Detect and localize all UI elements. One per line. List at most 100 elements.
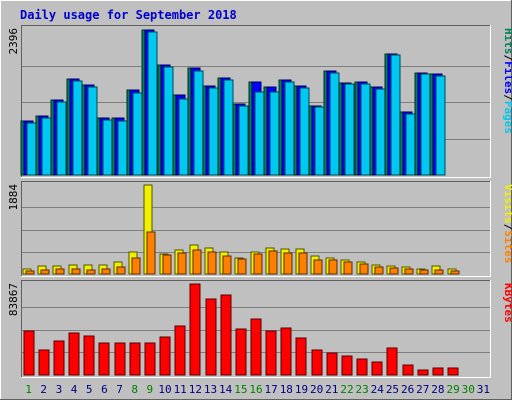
bar-kbytes-day-16 [250,318,262,376]
bar-pages-day-28 [435,75,446,176]
bar-sites-day-9 [146,231,156,275]
bar-sites-day-8 [131,257,141,275]
bar-kbytes-day-22 [341,355,353,376]
bar-kbytes-day-1 [23,330,35,376]
legend-visits-sites: Visits/Sites [502,184,512,264]
bar-kbytes-day-18 [280,327,292,376]
bar-sites-day-22 [343,261,353,275]
bar-pages-day-16 [254,91,265,176]
x-tick-day-2: 2 [40,383,47,396]
x-tick-day-17: 17 [265,383,278,396]
bar-sites-day-16 [253,253,263,275]
bar-kbytes-day-11 [174,325,186,376]
bar-sites-day-27 [419,269,429,275]
bar-kbytes-day-6 [98,342,110,376]
bar-sites-day-15 [237,258,247,275]
bar-pages-day-19 [299,87,310,176]
x-tick-day-20: 20 [310,383,323,396]
bar-sites-day-11 [177,252,187,275]
x-tick-day-23: 23 [356,383,369,396]
bar-sites-day-6 [101,268,111,275]
bar-kbytes-day-28 [432,367,444,376]
bar-kbytes-day-19 [295,337,307,376]
bar-pages-day-10 [163,66,174,176]
bar-kbytes-day-5 [83,335,95,376]
panel-visits-sites: 1884 Visits/Sites [7,181,512,277]
x-tick-day-7: 7 [116,383,123,396]
bar-pages-day-6 [102,119,113,176]
bar-kbytes-day-2 [38,349,50,376]
bar-pages-day-13 [208,87,219,176]
bar-pages-day-8 [132,92,143,176]
bar-kbytes-day-20 [311,349,323,376]
bar-sites-day-14 [222,255,232,275]
bar-pages-day-7 [117,120,128,176]
chart-title: Daily usage for September 2018 [20,8,237,22]
legend-separator: / [502,55,512,62]
bar-sites-day-5 [86,269,96,275]
x-tick-day-3: 3 [56,383,63,396]
bar-pages-day-9 [147,31,158,176]
legend-hits-files-pages: Hits/Files/Pages [502,28,512,134]
x-tick-day-9: 9 [147,383,154,396]
x-tick-day-4: 4 [71,383,78,396]
bar-pages-day-17 [269,91,280,176]
bar-sites-day-23 [359,263,369,275]
bar-sites-day-3 [55,268,65,275]
x-tick-day-5: 5 [86,383,93,396]
y-max-label: 83867 [7,283,20,316]
legend-item-files: Files [502,61,512,94]
bar-pages-day-2 [41,117,52,176]
bar-kbytes-day-24 [371,361,383,376]
x-tick-day-26: 26 [401,383,414,396]
bar-sites-day-1 [25,270,35,275]
bar-pages-day-26 [405,113,416,176]
bar-sites-day-12 [192,249,202,275]
panel-kbytes: 83867 KBytes [7,280,512,378]
x-tick-day-8: 8 [131,383,138,396]
bar-kbytes-day-14 [220,294,232,376]
bar-kbytes-day-15 [235,328,247,376]
bar-sites-day-13 [207,251,217,275]
x-tick-day-13: 13 [204,383,217,396]
x-tick-day-18: 18 [280,383,293,396]
bar-sites-day-18 [283,252,293,275]
x-tick-day-29: 29 [446,383,459,396]
legend-item-hits: Hits [502,28,512,55]
x-tick-day-15: 15 [234,383,247,396]
bar-sites-day-17 [268,250,278,275]
bar-kbytes-day-9 [144,342,156,376]
legend-kbytes: KBytes [502,283,512,323]
bar-pages-day-1 [26,122,37,176]
bar-pages-day-4 [72,80,83,176]
legend-item-sites: Sites [502,230,512,263]
legend-item-visits: Visits [502,184,512,224]
bar-pages-day-23 [360,83,371,176]
x-tick-day-16: 16 [249,383,262,396]
bar-kbytes-day-26 [402,364,414,376]
legend-separator: / [502,224,512,231]
x-tick-day-1: 1 [25,383,32,396]
bar-sites-day-29 [450,270,460,275]
x-tick-day-6: 6 [101,383,108,396]
bar-kbytes-day-17 [265,330,277,376]
bar-sites-day-7 [116,266,126,275]
bar-pages-day-20 [314,106,325,176]
x-tick-day-11: 11 [174,383,187,396]
legend-item-pages: Pages [502,101,512,134]
bar-kbytes-day-8 [129,342,141,376]
bar-kbytes-day-12 [189,283,201,376]
bar-kbytes-day-23 [356,358,368,376]
chart-panels: 2396Hits/Files/Pages1884Visits/Sites8386… [7,25,512,378]
bar-sites-day-26 [404,268,414,275]
x-tick-day-22: 22 [340,383,353,396]
bar-kbytes-day-7 [114,342,126,376]
bar-kbytes-day-29 [447,367,459,376]
bar-pages-day-27 [420,73,431,176]
y-max-label: 2396 [7,28,20,55]
bar-pages-day-25 [390,54,401,176]
bar-kbytes-day-27 [417,369,429,376]
y-max-label: 1884 [7,184,20,211]
bar-pages-day-14 [223,79,234,176]
